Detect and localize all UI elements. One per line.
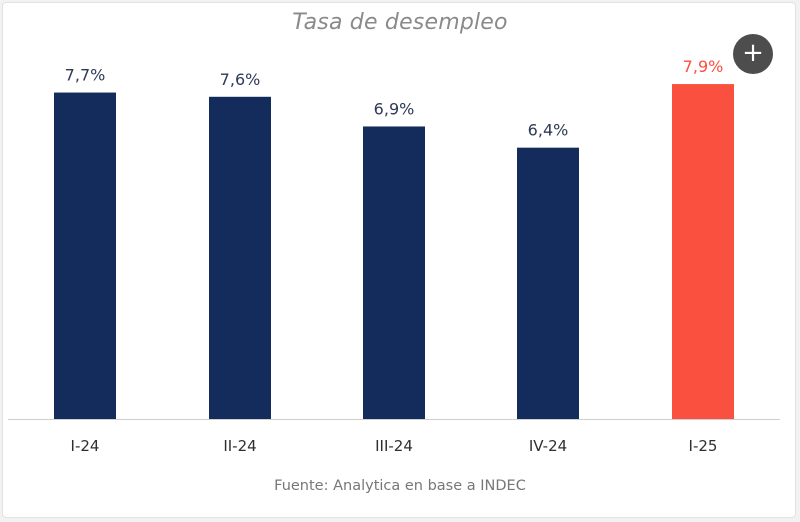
expand-button[interactable]: + (733, 34, 773, 74)
tick-label-II-24: II-24 (223, 437, 256, 455)
tick-label-IV-24: IV-24 (529, 437, 567, 455)
value-label-I-25: 7,9% (683, 57, 724, 76)
chart-title: Tasa de desempleo (292, 10, 508, 35)
source-note: Fuente: Analytica en base a INDEC (274, 478, 526, 494)
bar-I-24 (54, 92, 116, 419)
value-label-II-24: 7,6% (220, 70, 261, 89)
tick-label-I-24: I-24 (71, 437, 100, 455)
value-labels-group: 7,7% 7,6% 6,9% 6,4% 7,9% (65, 57, 724, 140)
bar-I-25 (672, 84, 734, 420)
bar-II-24 (209, 96, 271, 420)
bar-III-24 (363, 126, 425, 419)
plus-icon: + (742, 38, 764, 68)
value-label-IV-24: 6,4% (528, 121, 569, 140)
tick-label-I-25: I-25 (689, 437, 718, 455)
tick-labels-group: I-24 II-24 III-24 IV-24 I-25 (71, 437, 718, 455)
bar-IV-24 (517, 147, 579, 419)
tick-label-III-24: III-24 (375, 437, 413, 455)
value-label-III-24: 6,9% (374, 99, 415, 118)
bars-group (54, 84, 734, 420)
value-label-I-24: 7,7% (65, 66, 106, 85)
